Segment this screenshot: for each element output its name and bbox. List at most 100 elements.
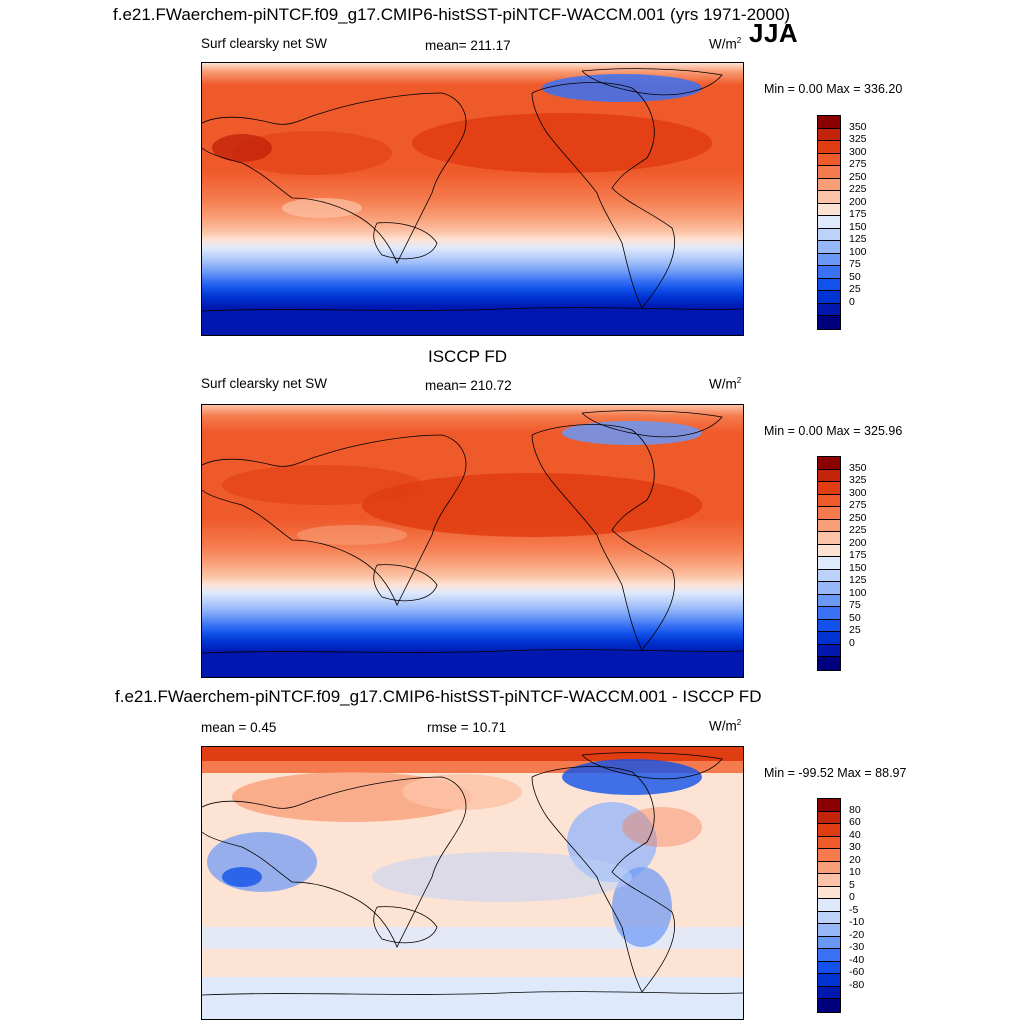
colorbar-swatch xyxy=(818,532,840,545)
colorbar-swatch xyxy=(818,216,840,229)
colorbar-swatch xyxy=(818,457,840,470)
colorbar-swatch xyxy=(818,494,840,508)
colorbar-tick-label: 275 xyxy=(849,499,867,512)
panel1-mean: mean= 211.17 xyxy=(425,38,511,53)
colorbar-tick-label: 175 xyxy=(849,549,867,562)
colorbar-swatch xyxy=(818,469,840,483)
panel2-minmax: Min = 0.00 Max = 325.96 xyxy=(764,424,903,438)
panel2-units: W/m2 xyxy=(709,376,741,392)
colorbar-swatch xyxy=(818,924,840,937)
colorbar-swatch xyxy=(818,116,840,129)
colorbar-tick-label: 0 xyxy=(849,891,855,904)
colorbar-swatch xyxy=(818,874,840,887)
colorbar-swatch xyxy=(818,861,840,875)
colorbar-tick-label: 25 xyxy=(849,283,861,296)
panel3-colorbar xyxy=(817,798,841,1013)
colorbar-tick-label: 30 xyxy=(849,841,861,854)
panel3-units: W/m2 xyxy=(709,718,741,734)
colorbar-swatch xyxy=(818,557,840,570)
panel1-map xyxy=(201,62,744,336)
colorbar-tick-label: 0 xyxy=(849,636,855,649)
panel1-variable: Surf clearsky net SW xyxy=(201,36,328,51)
colorbar-tick-label: -40 xyxy=(849,953,865,966)
colorbar-swatch xyxy=(818,519,840,533)
colorbar-swatch xyxy=(818,886,840,900)
colorbar-swatch xyxy=(818,241,840,254)
colorbar-tick-label: 225 xyxy=(849,524,867,537)
colorbar-swatch xyxy=(818,607,840,620)
colorbar-swatch xyxy=(818,644,840,658)
panel1-units: W/m2 xyxy=(709,36,741,52)
colorbar-swatch xyxy=(818,266,840,279)
colorbar-swatch xyxy=(818,836,840,850)
colorbar-tick-label: 10 xyxy=(849,866,861,879)
panel2-mean: mean= 210.72 xyxy=(425,378,512,393)
colorbar-tick-label: -5 xyxy=(849,903,859,916)
colorbar-swatch xyxy=(818,278,840,292)
colorbar-tick-label: 175 xyxy=(849,208,867,221)
panel2-colorbar xyxy=(817,456,841,671)
colorbar-swatch xyxy=(818,594,840,608)
colorbar-swatch xyxy=(818,507,840,520)
units-text: W/m xyxy=(709,36,737,52)
colorbar-tick-label: 225 xyxy=(849,183,867,196)
colorbar-tick-label: 100 xyxy=(849,586,867,599)
colorbar-swatch xyxy=(818,203,840,217)
colorbar-swatch xyxy=(818,166,840,179)
panel3-minmax: Min = -99.52 Max = 88.97 xyxy=(764,766,907,780)
units-exponent: 2 xyxy=(736,36,742,45)
panel3-mean: mean = 0.45 xyxy=(201,720,277,735)
colorbar-tick-label: 60 xyxy=(849,816,861,829)
colorbar-tick-label: 50 xyxy=(849,270,861,283)
colorbar-swatch xyxy=(818,228,840,242)
colorbar-tick-label: 325 xyxy=(849,133,867,146)
colorbar-swatch xyxy=(818,303,840,317)
panel2-map xyxy=(201,404,744,678)
panel1-colorbar xyxy=(817,115,841,330)
colorbar-tick-label: 250 xyxy=(849,170,867,183)
colorbar-tick-label: 20 xyxy=(849,853,861,866)
colorbar-tick-label: 150 xyxy=(849,561,867,574)
colorbar-tick-label: 75 xyxy=(849,599,861,612)
colorbar-swatch xyxy=(818,253,840,267)
units-text: W/m xyxy=(709,376,737,392)
colorbar-tick-label: 200 xyxy=(849,195,867,208)
colorbar-swatch xyxy=(818,191,840,204)
colorbar-swatch xyxy=(818,849,840,862)
colorbar-swatch xyxy=(818,569,840,583)
colorbar-tick-label: 350 xyxy=(849,461,867,474)
colorbar-tick-label: 125 xyxy=(849,233,867,246)
colorbar-tick-label: -10 xyxy=(849,916,865,929)
colorbar-tick-label: 0 xyxy=(849,295,855,308)
panel3-rmse: rmse = 10.71 xyxy=(427,720,507,735)
panel2-variable: Surf clearsky net SW xyxy=(201,376,328,391)
colorbar-swatch xyxy=(818,632,840,645)
colorbar-tick-label: 150 xyxy=(849,220,867,233)
colorbar-tick-label: 25 xyxy=(849,624,861,637)
panel3-map xyxy=(201,746,744,1020)
units-exponent: 2 xyxy=(736,718,742,727)
colorbar-tick-label: 300 xyxy=(849,145,867,158)
colorbar-swatch xyxy=(818,811,840,825)
colorbar-tick-label: -20 xyxy=(849,928,865,941)
colorbar-swatch xyxy=(818,799,840,812)
colorbar-tick-label: -80 xyxy=(849,978,865,991)
colorbar-swatch xyxy=(818,582,840,595)
colorbar-swatch xyxy=(818,936,840,950)
colorbar-swatch xyxy=(818,178,840,192)
colorbar-swatch xyxy=(818,961,840,975)
colorbar-tick-label: 100 xyxy=(849,245,867,258)
colorbar-swatch xyxy=(818,986,840,1000)
season-label: JJA xyxy=(749,18,799,48)
panel3-title: f.e21.FWaerchem-piNTCF.f09_g17.CMIP6-his… xyxy=(115,687,762,706)
colorbar-swatch xyxy=(818,899,840,912)
colorbar-swatch xyxy=(818,949,840,962)
colorbar-tick-label: 50 xyxy=(849,611,861,624)
colorbar-tick-label: -30 xyxy=(849,941,865,954)
colorbar-tick-label: 200 xyxy=(849,536,867,549)
panel1-title: f.e21.FWaerchem-piNTCF.f09_g17.CMIP6-his… xyxy=(113,5,791,24)
colorbar-swatch xyxy=(818,128,840,142)
colorbar-tick-label: 300 xyxy=(849,486,867,499)
colorbar-tick-label: 325 xyxy=(849,474,867,487)
colorbar-tick-label: 75 xyxy=(849,258,861,271)
